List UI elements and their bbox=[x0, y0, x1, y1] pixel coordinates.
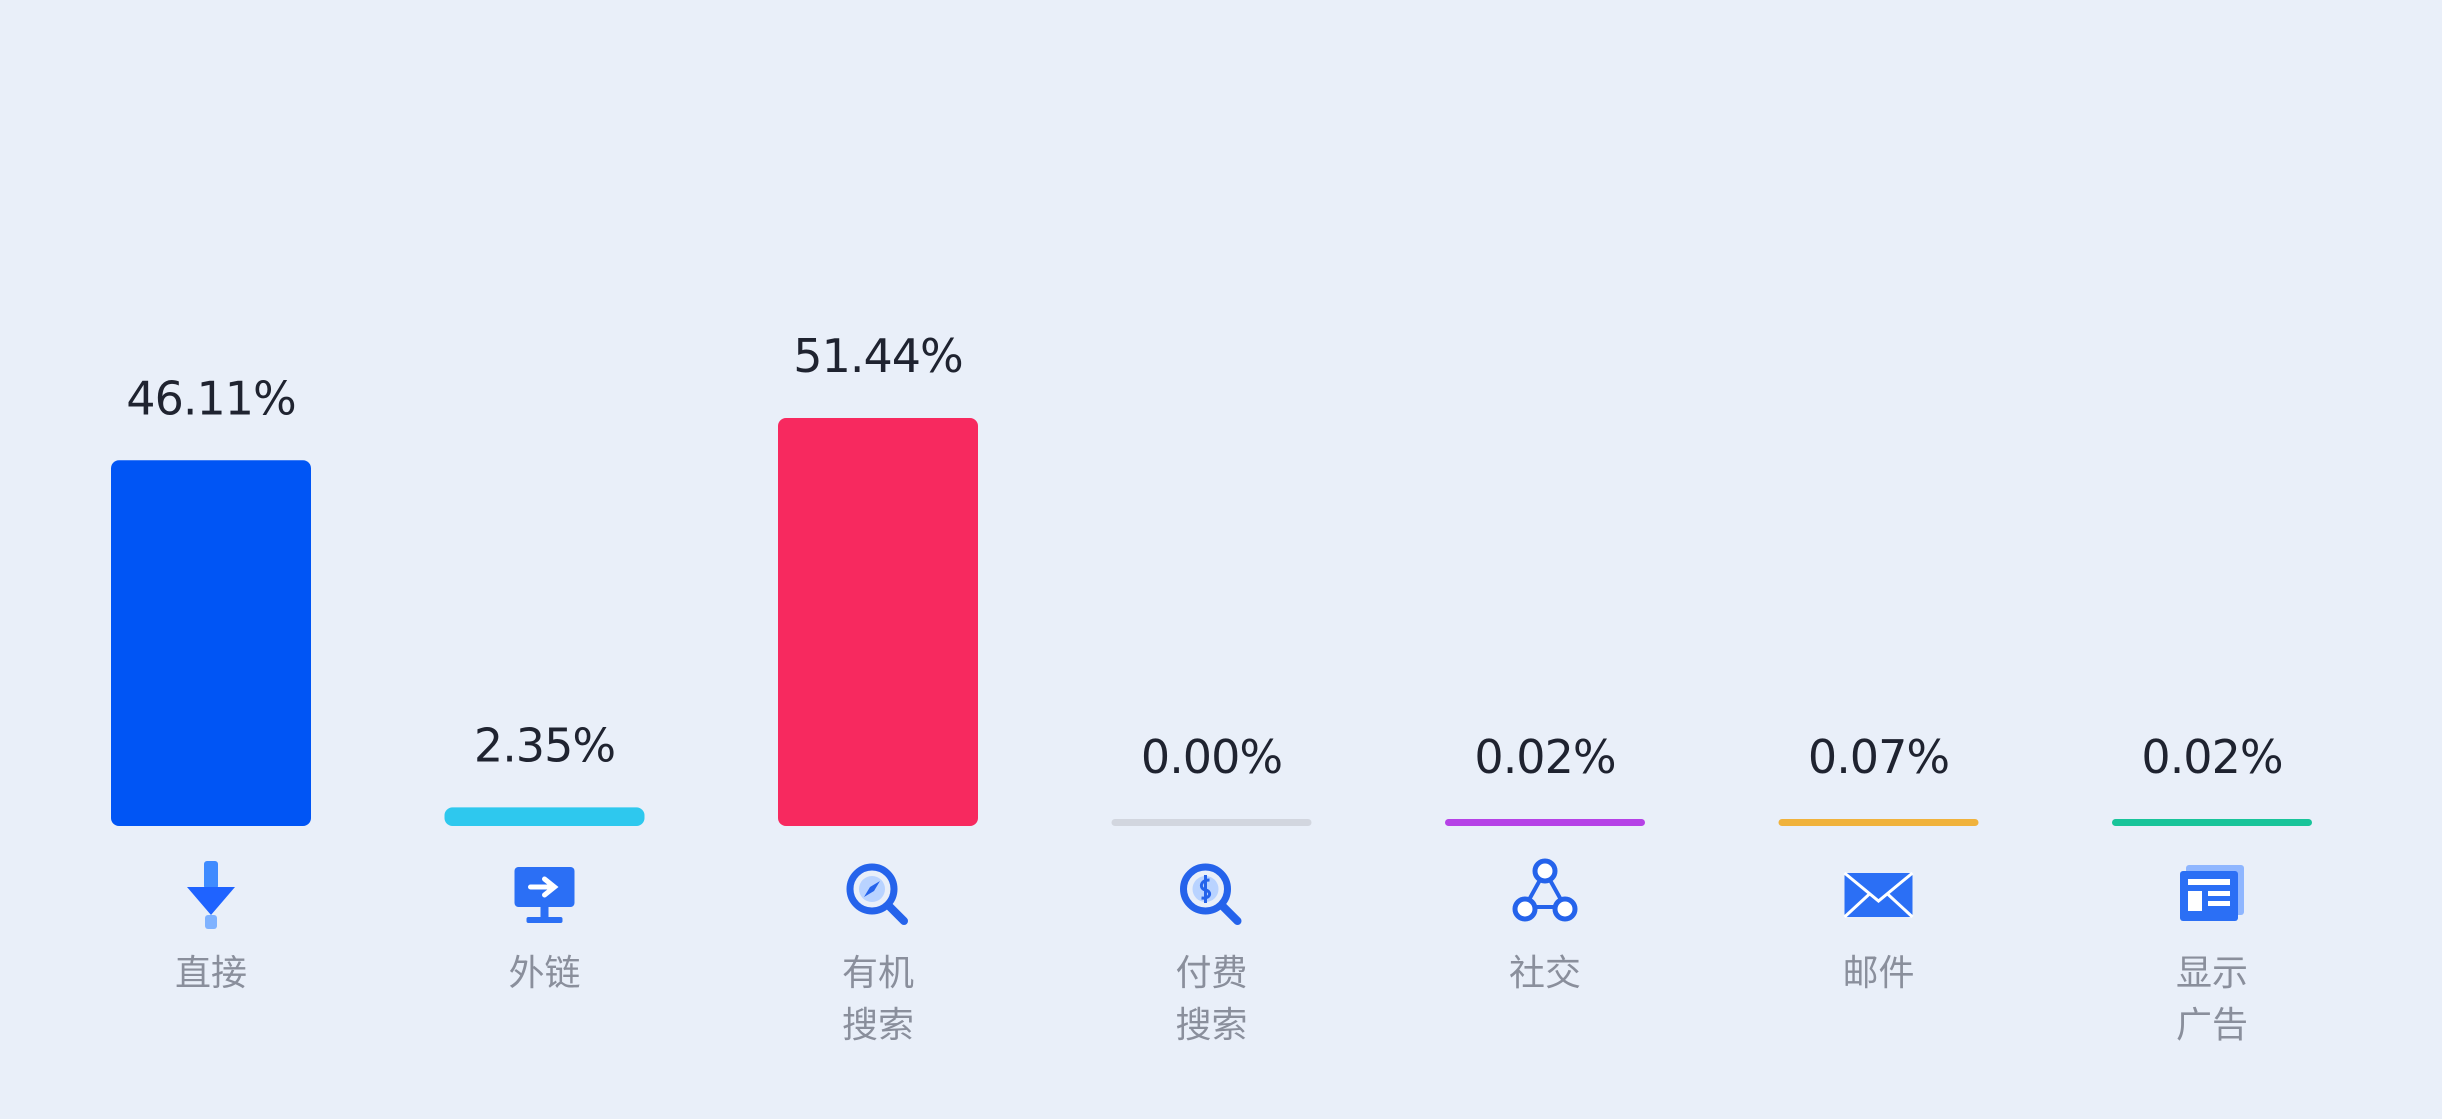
category-label-line: 搜索 bbox=[1175, 1005, 1247, 1046]
data-label: 0.02% bbox=[2141, 730, 2282, 784]
category-label-line: 外链 bbox=[508, 953, 580, 994]
category-label-line: 显示 bbox=[2176, 953, 2248, 994]
category-label-line: 付费 bbox=[1175, 953, 1247, 994]
category-label: 邮件 bbox=[1842, 953, 1914, 994]
category-label: 社交 bbox=[1509, 953, 1581, 994]
monitor-link-icon bbox=[515, 867, 575, 923]
category-label-line: 搜索 bbox=[842, 1005, 914, 1046]
category-label: 外链 bbox=[508, 953, 580, 994]
download-arrow-icon bbox=[187, 861, 235, 929]
data-label: 0.07% bbox=[1808, 730, 1949, 784]
category-label: 有机搜索 bbox=[842, 953, 914, 1046]
share-network-icon bbox=[1515, 861, 1575, 919]
category-label: 直接 bbox=[175, 953, 247, 994]
bar bbox=[2112, 819, 2312, 826]
search-dollar-icon bbox=[1184, 867, 1238, 921]
search-compass-icon bbox=[850, 867, 904, 921]
bar bbox=[1445, 819, 1645, 826]
bar bbox=[445, 807, 645, 826]
data-label: 0.02% bbox=[1474, 730, 1615, 784]
category-label-line: 社交 bbox=[1509, 953, 1581, 994]
data-label: 46.11% bbox=[126, 371, 295, 425]
envelope-icon bbox=[1845, 873, 1913, 917]
category-label-line: 广告 bbox=[2176, 1005, 2248, 1046]
category-label-line: 有机 bbox=[842, 953, 914, 994]
data-label: 2.35% bbox=[474, 718, 615, 772]
category-label: 显示广告 bbox=[2176, 953, 2248, 1046]
bar bbox=[778, 418, 978, 826]
data-label: 51.44% bbox=[793, 329, 962, 383]
bar bbox=[1779, 819, 1979, 826]
category-label-line: 直接 bbox=[175, 953, 247, 994]
category-label: 付费搜索 bbox=[1175, 953, 1247, 1046]
bar bbox=[111, 460, 311, 826]
display-ad-icon bbox=[2180, 865, 2244, 921]
category-label-line: 邮件 bbox=[1842, 953, 1914, 994]
bar bbox=[1112, 819, 1312, 826]
data-label: 0.00% bbox=[1141, 730, 1282, 784]
